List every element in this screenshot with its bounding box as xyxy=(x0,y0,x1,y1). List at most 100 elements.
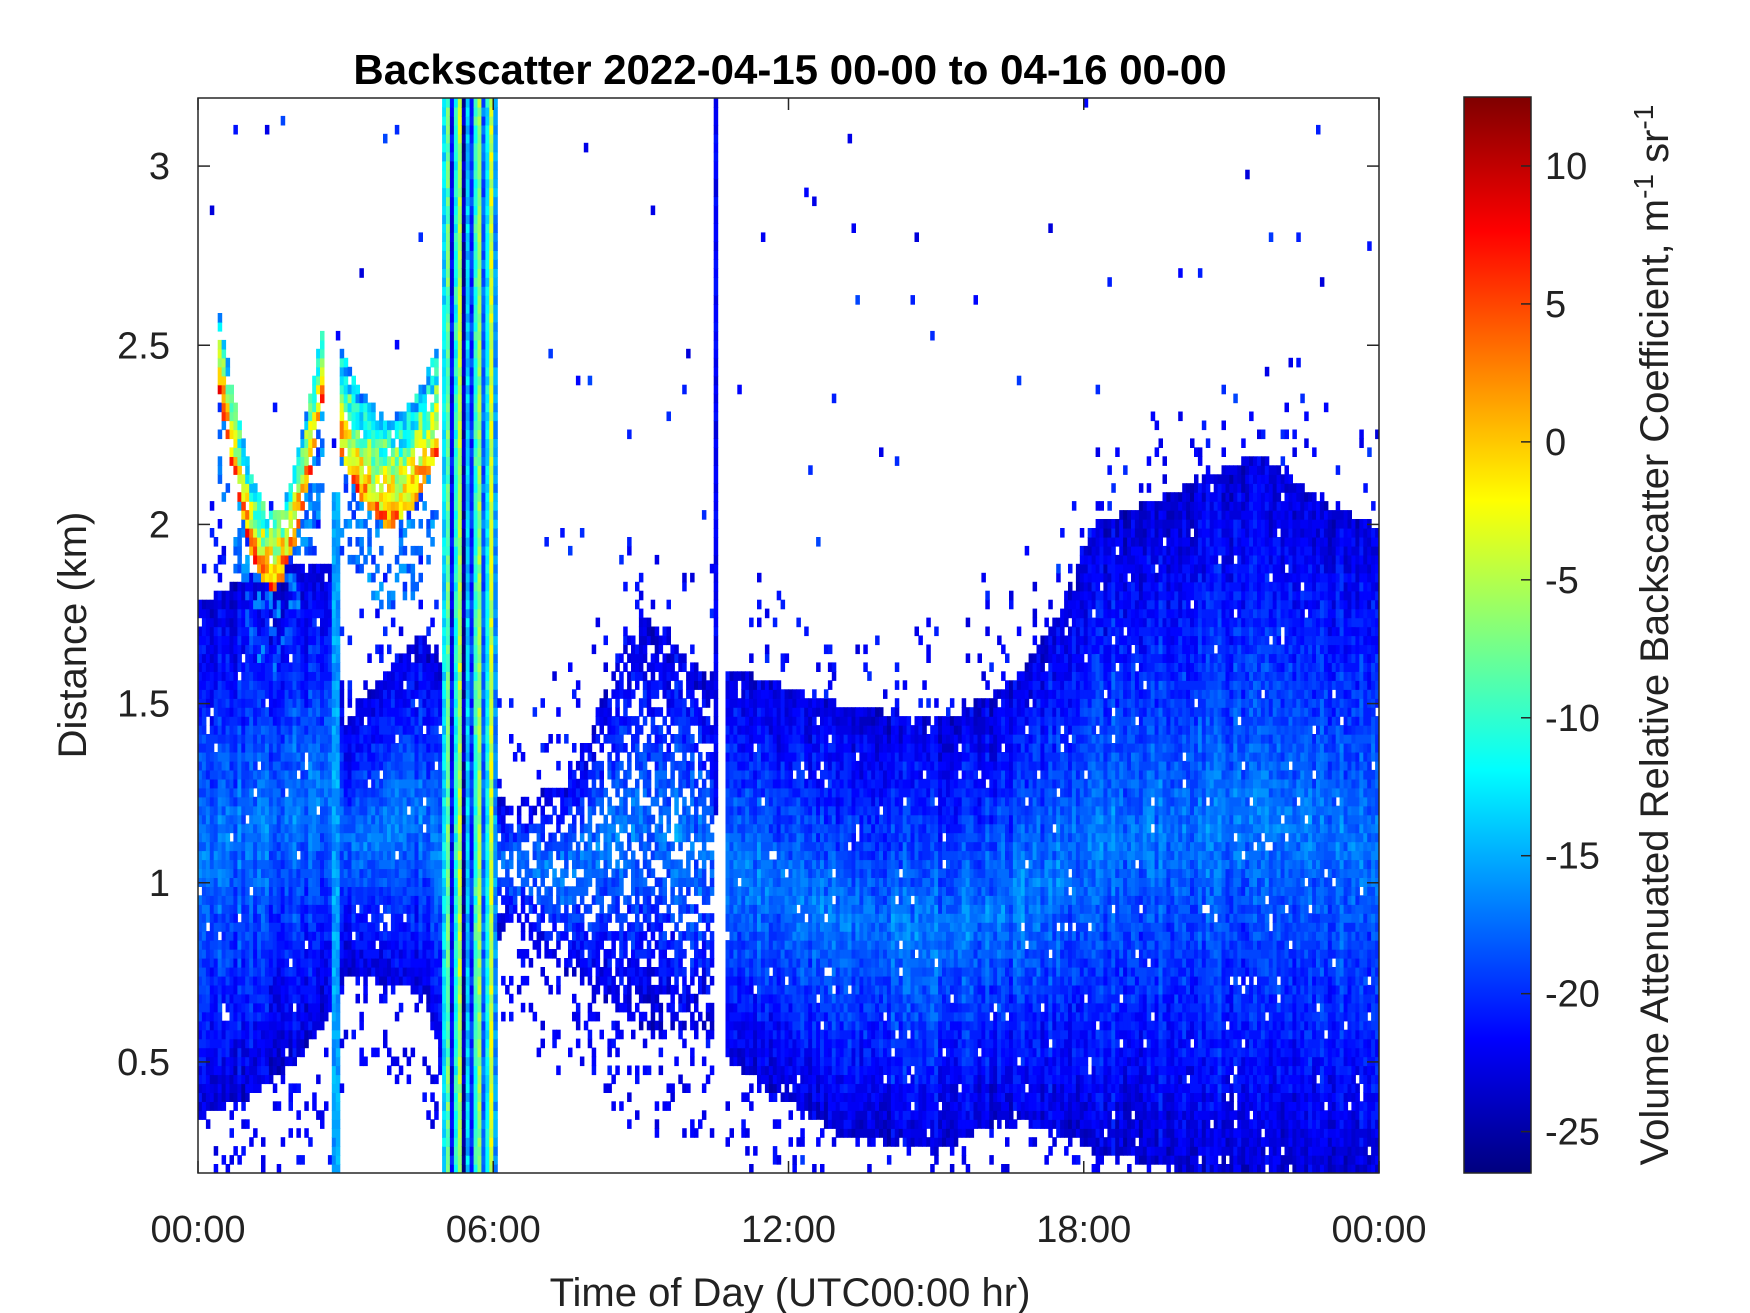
heatmap-cell xyxy=(367,859,372,870)
heatmap-cell xyxy=(245,832,250,843)
heatmap-cell xyxy=(225,931,231,950)
heatmap-cell xyxy=(469,160,475,171)
heatmap-cell xyxy=(257,662,262,672)
heatmap-cell xyxy=(446,286,451,296)
heatmap-cell xyxy=(300,599,305,610)
heatmap-cell xyxy=(233,993,238,1004)
heatmap-cell xyxy=(225,393,231,404)
heatmap-cell xyxy=(410,743,416,753)
heatmap-cell xyxy=(457,393,463,413)
heatmap-cell xyxy=(261,1056,266,1067)
heatmap-cell xyxy=(257,635,262,646)
heatmap-cell xyxy=(268,958,274,968)
heatmap-cell xyxy=(477,967,482,977)
heatmap-cell xyxy=(261,922,266,932)
heatmap-cell xyxy=(394,958,400,968)
heatmap-cell xyxy=(383,716,388,735)
heatmap-cell xyxy=(351,814,356,834)
heatmap-cell xyxy=(351,492,356,502)
heatmap-cell xyxy=(453,447,459,457)
heatmap-cell xyxy=(379,796,384,807)
heatmap-cell xyxy=(442,438,447,457)
heatmap-cell xyxy=(477,545,482,556)
heatmap-cell xyxy=(457,644,463,655)
heatmap-cell xyxy=(245,787,250,798)
heatmap-cell xyxy=(453,841,459,852)
heatmap-cell xyxy=(347,554,353,565)
heatmap-cell xyxy=(465,339,471,350)
heatmap-cell xyxy=(225,1074,231,1085)
heatmap-cell xyxy=(229,940,234,950)
heatmap-cell xyxy=(237,805,242,816)
heatmap-cell xyxy=(304,1038,309,1049)
heatmap-cell xyxy=(237,1155,242,1165)
heatmap-cell xyxy=(418,796,423,807)
heatmap-cell xyxy=(379,895,384,905)
heatmap-cell xyxy=(261,778,266,789)
heatmap-cell xyxy=(418,402,423,413)
heatmap-cell xyxy=(449,707,455,717)
heatmap-cell xyxy=(280,967,286,977)
heatmap-cell xyxy=(457,1074,463,1085)
heatmap-cell xyxy=(536,823,542,834)
heatmap-cell xyxy=(367,510,372,520)
heatmap-cell xyxy=(225,644,231,655)
heatmap-cell xyxy=(473,984,479,1004)
heatmap-cell xyxy=(449,429,455,440)
heatmap-cell xyxy=(335,975,341,986)
heatmap-cell xyxy=(304,975,309,986)
heatmap-cell xyxy=(308,725,313,735)
heatmap-cell xyxy=(449,169,455,180)
heatmap-cell xyxy=(489,760,494,771)
heatmap-cell xyxy=(335,644,341,655)
heatmap-cell xyxy=(489,169,494,180)
heatmap-cell xyxy=(201,1029,207,1049)
heatmap-cell xyxy=(355,850,360,861)
heatmap-cell xyxy=(272,850,278,869)
heatmap-cell xyxy=(457,214,463,225)
heatmap-cell xyxy=(347,725,353,735)
heatmap-cell xyxy=(312,940,317,950)
heatmap-cell xyxy=(213,1056,219,1067)
heatmap-cell xyxy=(233,716,238,726)
heatmap-cell xyxy=(296,805,301,816)
heatmap-cell xyxy=(335,984,341,995)
heatmap-cell xyxy=(253,635,258,646)
heatmap-cell xyxy=(540,967,545,977)
heatmap-cell xyxy=(253,958,258,968)
heatmap-cell xyxy=(449,554,455,565)
heatmap-cell xyxy=(383,734,388,744)
heatmap-cell xyxy=(292,635,297,654)
heatmap-cell xyxy=(300,698,305,717)
heatmap-cell xyxy=(457,967,463,977)
heatmap-cell xyxy=(280,662,286,681)
heatmap-cell xyxy=(213,1092,219,1102)
heatmap-cell xyxy=(371,904,376,914)
heatmap-cell xyxy=(477,877,482,896)
heatmap-cell xyxy=(367,850,372,861)
heatmap-cell xyxy=(426,743,431,753)
heatmap-cell xyxy=(347,501,353,511)
heatmap-cell xyxy=(280,590,286,601)
heatmap-cell xyxy=(217,975,223,986)
heatmap-cell xyxy=(516,850,522,861)
heatmap-cell xyxy=(363,913,368,923)
heatmap-cell xyxy=(308,680,313,690)
heatmap-cell xyxy=(261,886,266,896)
heatmap-cell xyxy=(473,644,479,663)
heatmap-cell xyxy=(449,904,455,914)
heatmap-cell xyxy=(469,949,475,959)
heatmap-cell xyxy=(331,1083,337,1093)
heatmap-cell xyxy=(481,277,486,287)
heatmap-cell xyxy=(418,689,423,699)
heatmap-cell xyxy=(375,841,380,852)
heatmap-cell xyxy=(457,1011,463,1031)
heatmap-cell xyxy=(453,223,459,233)
heatmap-cell xyxy=(481,1164,486,1173)
heatmap-cell xyxy=(449,366,455,377)
heatmap-cell xyxy=(434,859,439,870)
heatmap-cell xyxy=(261,653,266,663)
heatmap-cell xyxy=(481,510,486,520)
heatmap-cell xyxy=(225,769,231,780)
heatmap-cell xyxy=(461,268,467,287)
